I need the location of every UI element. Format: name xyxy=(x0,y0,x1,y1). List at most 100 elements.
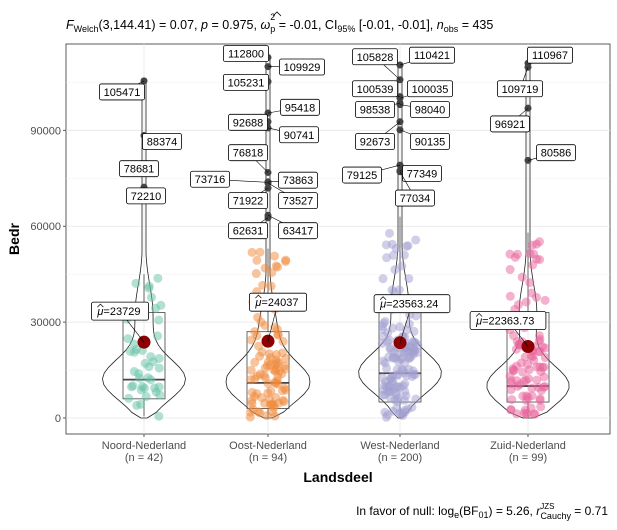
omega-hat xyxy=(272,11,282,17)
data-point xyxy=(512,249,522,259)
outlier-label-box xyxy=(228,113,268,131)
data-point xyxy=(153,273,163,283)
outlier-label: 98040 xyxy=(415,105,446,117)
jitter-points xyxy=(122,228,550,422)
data-point xyxy=(247,247,257,257)
data-point xyxy=(279,397,289,407)
outlier-label-box xyxy=(99,83,146,101)
data-point xyxy=(535,334,545,344)
data-point xyxy=(154,315,164,325)
outlier-label: 95418 xyxy=(285,102,316,114)
data-point xyxy=(535,395,545,405)
data-point xyxy=(259,370,269,380)
subtitle-omega: = -0.01, CI xyxy=(279,18,338,32)
outlier-label: 110421 xyxy=(414,50,450,62)
data-point xyxy=(384,228,394,238)
outlier-label-box xyxy=(126,187,166,205)
data-point xyxy=(527,383,537,393)
data-point xyxy=(404,352,414,362)
outlier-label: 100539 xyxy=(357,84,394,96)
data-point xyxy=(536,402,546,412)
outlier-label-box xyxy=(228,192,268,210)
data-point xyxy=(270,251,280,261)
data-point xyxy=(529,249,539,259)
data-point xyxy=(252,255,262,265)
data-point xyxy=(513,300,523,310)
outlier-label: 92673 xyxy=(360,137,391,149)
subtitle-p: = 0.975, xyxy=(211,18,260,32)
subtitle-stat: 3,144.41) = 0.07, xyxy=(103,18,201,32)
outlier-label: 105471 xyxy=(104,87,141,99)
data-point xyxy=(127,382,137,392)
outlier-label-box xyxy=(228,144,268,162)
data-point xyxy=(154,382,164,392)
outlier-label: 105828 xyxy=(357,52,394,64)
data-point xyxy=(255,247,265,257)
outlier-label-box xyxy=(222,45,269,62)
caption-text: In favor of null: loge(BF01) = 5.26, rJZ… xyxy=(356,502,608,521)
data-point xyxy=(532,239,542,249)
data-point xyxy=(129,367,139,377)
data-point xyxy=(154,411,164,421)
data-point xyxy=(397,353,407,363)
outlier-label-box xyxy=(351,48,398,66)
data-point xyxy=(402,325,412,335)
outlier-label-box xyxy=(222,73,269,91)
data-point xyxy=(258,280,268,290)
data-point xyxy=(540,295,550,305)
data-point xyxy=(383,328,393,338)
outlier-label-box xyxy=(402,165,442,182)
x-tick-label: West-Nederland xyxy=(360,440,439,452)
mean-label-box xyxy=(248,292,307,312)
x-tick-count: (n = 42) xyxy=(125,452,163,464)
outlier-label: 78681 xyxy=(124,164,155,176)
data-point xyxy=(250,357,260,367)
outlier-label: 105231 xyxy=(228,77,265,89)
outlier-label-box xyxy=(342,166,382,184)
data-point xyxy=(260,363,270,373)
data-point xyxy=(505,265,515,275)
outlier-label-box xyxy=(142,133,182,150)
y-tick-label: 0 xyxy=(55,413,61,425)
x-tick-count: (n = 94) xyxy=(249,452,287,464)
mean-hat xyxy=(379,296,387,300)
data-point xyxy=(539,372,549,382)
data-point xyxy=(271,261,281,271)
data-point xyxy=(535,255,545,265)
data-point xyxy=(389,384,399,394)
data-point xyxy=(516,358,526,368)
outlier-label: 80586 xyxy=(541,148,572,160)
data-point xyxy=(250,327,260,337)
data-point xyxy=(253,407,263,417)
outlier-label-box xyxy=(280,98,320,116)
data-point xyxy=(539,382,549,392)
data-point xyxy=(392,403,402,413)
data-point xyxy=(539,362,549,372)
data-point xyxy=(137,381,147,391)
data-point xyxy=(411,235,421,245)
data-point xyxy=(404,274,414,284)
data-point xyxy=(245,412,255,422)
data-point xyxy=(397,261,407,271)
caption-bf: In favor of null: log xyxy=(356,504,454,518)
outlier-label: 88374 xyxy=(147,137,178,149)
data-point xyxy=(267,268,277,278)
data-point xyxy=(129,339,139,349)
outlier-label-box xyxy=(355,133,395,150)
outlier-label: 77034 xyxy=(400,193,431,205)
data-point xyxy=(250,392,260,402)
data-point xyxy=(395,322,405,332)
outlier-label-box xyxy=(190,170,230,188)
data-point xyxy=(521,297,531,307)
outlier-label-box xyxy=(278,171,318,189)
data-point xyxy=(260,263,270,273)
data-point xyxy=(379,318,389,328)
data-point xyxy=(400,368,410,378)
outlier-label-box xyxy=(410,101,450,118)
subtitle-text: FWelch(3,144.41) = 0.07, p = 0.975, ωp2 … xyxy=(66,12,493,34)
outlier-label-box xyxy=(119,160,159,178)
outlier-label-box xyxy=(279,126,319,144)
data-point xyxy=(270,322,280,332)
data-point xyxy=(387,285,397,295)
